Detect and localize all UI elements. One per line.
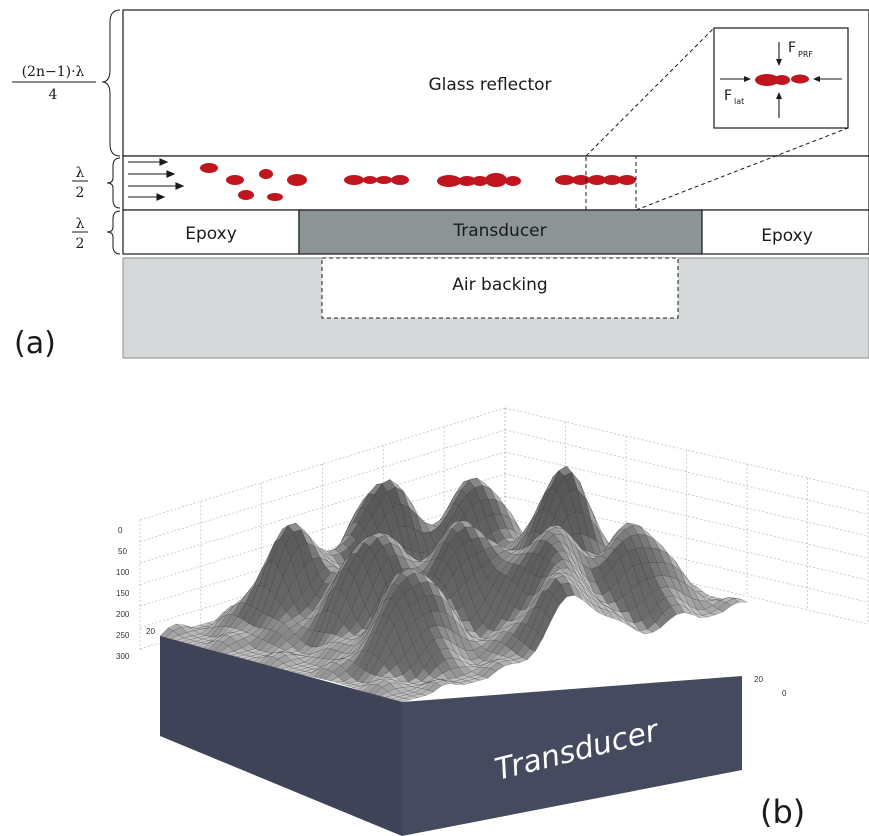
- air-backing-label: Air backing: [452, 275, 547, 295]
- particle: [267, 193, 283, 201]
- particle: [555, 175, 575, 185]
- epoxy-right-label: Epoxy: [761, 226, 813, 246]
- zoom-line-bottom: [635, 127, 849, 211]
- flow-arrows: [128, 158, 185, 201]
- svg-text:50: 50: [118, 547, 127, 556]
- particle: [505, 176, 521, 186]
- particle: [391, 175, 409, 185]
- particle: [458, 176, 476, 186]
- particle: [472, 176, 488, 186]
- epoxy-left-label: Epoxy: [185, 224, 237, 244]
- panel-b-label: (b): [760, 793, 805, 831]
- particle: [226, 175, 244, 185]
- inset-forces: F PRF F lat: [713, 27, 849, 129]
- air-backing: [321, 257, 679, 319]
- particle: [363, 176, 377, 184]
- particles: [200, 163, 636, 201]
- right-axis-tick-0: 0: [782, 689, 787, 698]
- svg-text:4: 4: [49, 87, 58, 103]
- svg-text:250: 250: [116, 631, 130, 640]
- transducer-label: Transducer: [452, 221, 546, 241]
- svg-text:2: 2: [76, 185, 85, 201]
- particle: [238, 190, 254, 200]
- svg-text:300: 300: [116, 652, 130, 661]
- dim-top: (2n−1)·λ 4: [12, 64, 96, 103]
- epoxy-left: [122, 209, 300, 255]
- svg-text:150: 150: [116, 589, 130, 598]
- svg-text:λ: λ: [76, 216, 85, 232]
- epoxy-right: [701, 209, 869, 255]
- panel-a: Glass reflector: [12, 9, 869, 361]
- z-axis-ticks: 0 50 100 150 200 250 300: [116, 526, 130, 661]
- dim-mid: λ 2: [72, 165, 88, 201]
- particle: [572, 175, 590, 185]
- particle: [485, 173, 507, 187]
- panel-a-label: (a): [14, 326, 56, 361]
- particle: [618, 175, 636, 185]
- dim-low: λ 2: [72, 216, 88, 252]
- svg-text:2: 2: [76, 236, 85, 252]
- left-axis-tick: 20: [146, 627, 155, 636]
- particle: [287, 174, 307, 186]
- pressure-surface: [159, 465, 748, 703]
- particle: [376, 176, 392, 184]
- force-lat-sub: lat: [734, 97, 744, 106]
- particle: [437, 175, 461, 187]
- transducer-block: [160, 636, 742, 836]
- particle: [588, 175, 606, 185]
- particle: [344, 175, 364, 185]
- particle: [603, 175, 621, 185]
- particle: [200, 163, 218, 173]
- svg-text:200: 200: [116, 610, 130, 619]
- force-prf-sub: PRF: [798, 50, 813, 59]
- panel-b: Transducer 0 50 100 150 200 250 300 20 0…: [116, 407, 869, 836]
- right-axis-tick-20: 20: [754, 675, 763, 684]
- particle: [259, 169, 273, 179]
- svg-text:0: 0: [118, 526, 123, 535]
- svg-text:100: 100: [116, 568, 130, 577]
- transducer-layer: [298, 209, 703, 255]
- svg-text:(2n−1)·λ: (2n−1)·λ: [22, 64, 85, 80]
- force-lat-label: F: [724, 88, 732, 104]
- zoom-line-top: [585, 27, 715, 157]
- force-prf-label: F: [788, 40, 796, 56]
- dimension-braces: [101, 9, 121, 255]
- glass-reflector-label: Glass reflector: [428, 75, 551, 95]
- svg-text:λ: λ: [76, 165, 85, 181]
